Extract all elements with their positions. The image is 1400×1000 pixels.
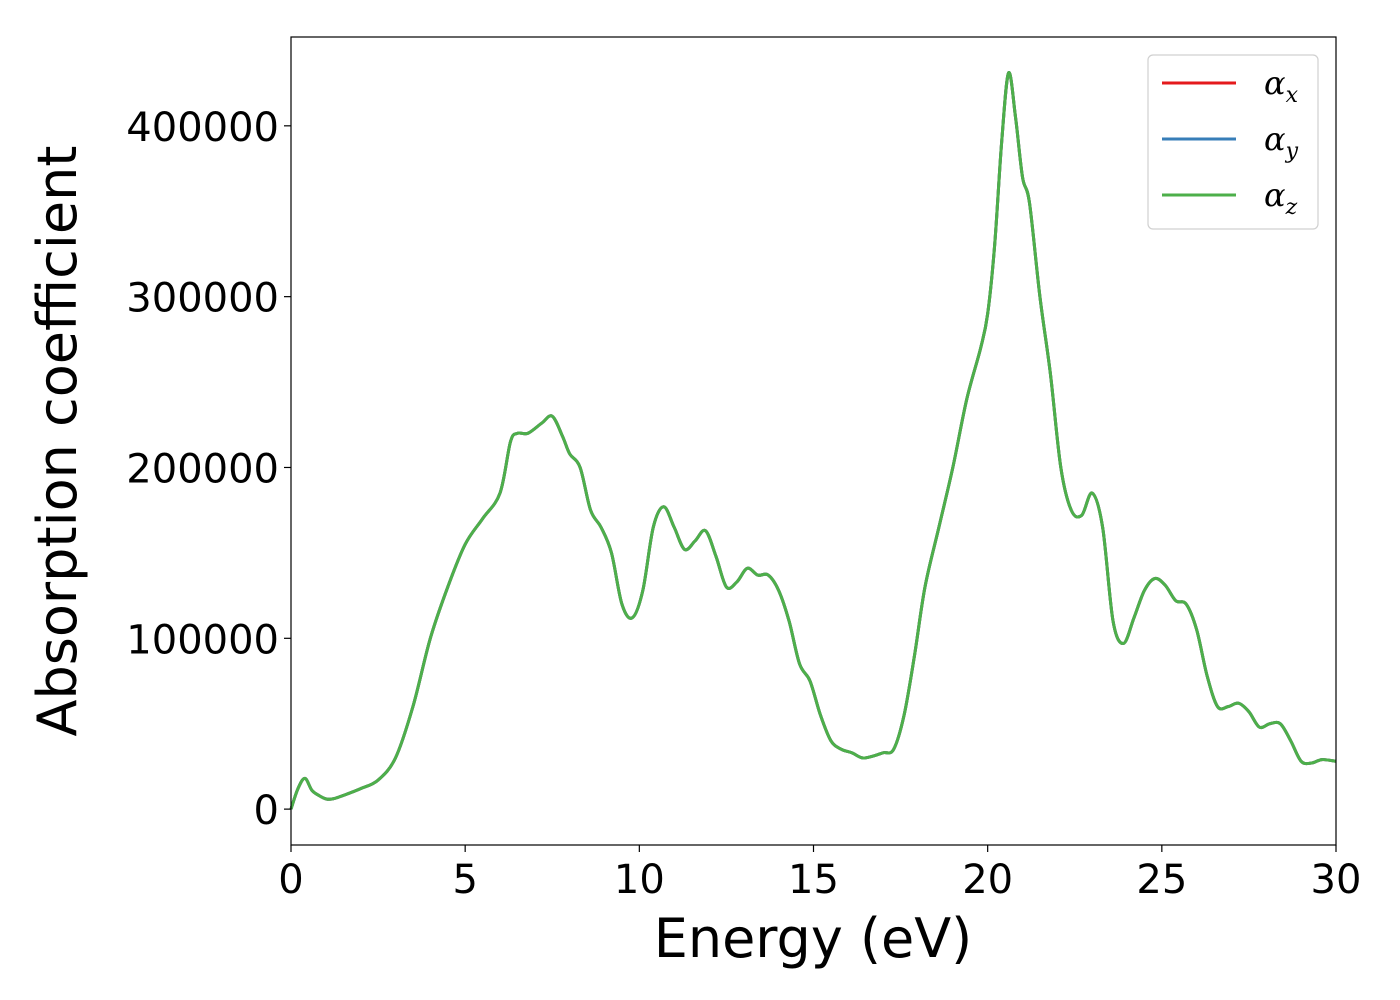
- x-tick-label: 20: [962, 857, 1013, 903]
- y-tick-label: 100000: [126, 617, 279, 663]
- x-axis-label: Energy (eV): [654, 907, 973, 970]
- y-tick-label: 0: [254, 788, 279, 834]
- y-axis-ticks: 0 100000 200000 300000 400000: [126, 105, 291, 834]
- x-tick-label: 30: [1311, 857, 1362, 903]
- x-tick-label: 5: [452, 857, 477, 903]
- y-axis-label: Absorption coefficient: [26, 146, 89, 737]
- x-tick-label: 10: [614, 857, 665, 903]
- y-tick-label: 300000: [126, 276, 279, 322]
- x-tick-label: 15: [788, 857, 839, 903]
- plot-area: [289, 71, 1337, 810]
- x-axis-ticks: 0 5 10 15 20 25 30: [278, 845, 1361, 903]
- legend-label: αx: [1264, 64, 1299, 108]
- legend-label: αy: [1264, 120, 1299, 164]
- y-tick-label: 200000: [126, 446, 279, 492]
- legend: αx αy αz: [1147, 54, 1319, 230]
- x-tick-label: 0: [278, 857, 303, 903]
- series-line-3: [289, 71, 1337, 810]
- legend-box: [1147, 54, 1319, 230]
- x-tick-label: 25: [1136, 857, 1187, 903]
- legend-label: αz: [1264, 176, 1298, 220]
- y-tick-label: 400000: [126, 105, 279, 151]
